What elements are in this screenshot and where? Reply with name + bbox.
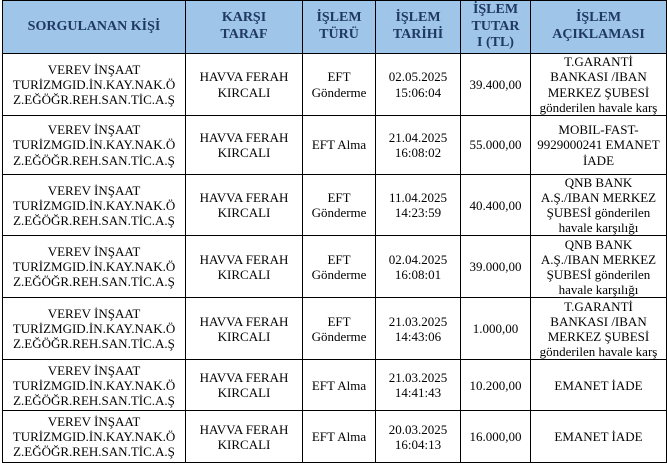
cell-islem-aciklamasi: QNB BANK A.Ş./IBAN MERKEZ ŞUBESİ gönderi… — [530, 235, 667, 299]
table-body: VEREV İNŞAAT TURİZMGID.İN.KAY.NAK.Ö Z.EĞ… — [2, 53, 667, 464]
cell-islem-tutari: 1.000,00 — [460, 297, 531, 361]
cell-islem-aciklamasi: T.GARANTİ BANKASI /IBAN MERKEZ ŞUBESİ gö… — [530, 297, 667, 361]
cell-islem-turu: EFT Gönderme — [302, 53, 376, 116]
cell-sorgulanan-kisi: VEREV İNŞAAT TURİZMGID.İN.KAY.NAK.Ö Z.EĞ… — [2, 359, 186, 412]
cell-islem-tutari: 16.000,00 — [460, 410, 531, 464]
header-islem-aciklamasi: İŞLEM AÇIKLAMASI — [530, 0, 667, 54]
cell-karsi-taraf: HAVVA FERAH KIRCALI — [185, 235, 303, 299]
cell-sorgulanan-kisi: VEREV İNŞAAT TURİZMGID.İN.KAY.NAK.Ö Z.EĞ… — [2, 53, 186, 116]
table-header: SORGULANAN KİŞİ KARŞI TARAF İŞLEM TÜRÜ İ… — [2, 0, 667, 54]
cell-islem-tarihi: 11.04.2025 14:23:59 — [375, 173, 461, 237]
cell-sorgulanan-kisi: VEREV İNŞAAT TURİZMGID.İN.KAY.NAK.Ö Z.EĞ… — [2, 297, 186, 361]
cell-islem-tutari: 55.000,00 — [460, 115, 531, 175]
table-row: VEREV İNŞAAT TURİZMGID.İN.KAY.NAK.Ö Z.EĞ… — [2, 115, 667, 175]
cell-islem-aciklamasi: MOBIL-FAST- 9929000241 EMANET İADE — [530, 115, 667, 175]
cell-islem-tarihi: 20.03.2025 16:04:13 — [375, 410, 461, 464]
cell-islem-aciklamasi: T.GARANTİ BANKASI /IBAN MERKEZ ŞUBESİ gö… — [530, 53, 667, 116]
cell-islem-tarihi: 02.05.2025 15:06:04 — [375, 53, 461, 116]
table-row: VEREV İNŞAAT TURİZMGID.İN.KAY.NAK.Ö Z.EĞ… — [2, 235, 667, 299]
header-sorgulanan-kisi: SORGULANAN KİŞİ — [2, 0, 186, 54]
table-row: VEREV İNŞAAT TURİZMGID.İN.KAY.NAK.Ö Z.EĞ… — [2, 297, 667, 361]
cell-islem-tarihi: 21.03.2025 14:41:43 — [375, 359, 461, 412]
cell-karsi-taraf: HAVVA FERAH KIRCALI — [185, 359, 303, 412]
header-islem-turu: İŞLEM TÜRÜ — [302, 0, 376, 54]
cell-sorgulanan-kisi: VEREV İNŞAAT TURİZMGID.İN.KAY.NAK.Ö Z.EĞ… — [2, 410, 186, 464]
header-islem-tarihi: İŞLEM TARİHİ — [375, 0, 461, 54]
cell-islem-tarihi: 02.04.2025 16:08:01 — [375, 235, 461, 299]
table-row: VEREV İNŞAAT TURİZMGID.İN.KAY.NAK.Ö Z.EĞ… — [2, 359, 667, 412]
header-row: SORGULANAN KİŞİ KARŞI TARAF İŞLEM TÜRÜ İ… — [2, 0, 667, 54]
cell-islem-turu: EFT Alma — [302, 359, 376, 412]
table-row: VEREV İNŞAAT TURİZMGID.İN.KAY.NAK.Ö Z.EĞ… — [2, 53, 667, 116]
cell-karsi-taraf: HAVVA FERAH KIRCALI — [185, 410, 303, 464]
cell-karsi-taraf: HAVVA FERAH KIRCALI — [185, 53, 303, 116]
cell-karsi-taraf: HAVVA FERAH KIRCALI — [185, 297, 303, 361]
cell-islem-tutari: 40.400,00 — [460, 173, 531, 237]
cell-sorgulanan-kisi: VEREV İNŞAAT TURİZMGID.İN.KAY.NAK.Ö Z.EĞ… — [2, 173, 186, 237]
cell-islem-aciklamasi: EMANET İADE — [530, 359, 667, 412]
cell-islem-tutari: 39.000,00 — [460, 235, 531, 299]
cell-islem-turu: EFT Alma — [302, 410, 376, 464]
cell-islem-tutari: 10.200,00 — [460, 359, 531, 412]
cell-karsi-taraf: HAVVA FERAH KIRCALI — [185, 115, 303, 175]
cell-islem-turu: EFT Gönderme — [302, 297, 376, 361]
cell-sorgulanan-kisi: VEREV İNŞAAT TURİZMGID.İN.KAY.NAK.Ö Z.EĞ… — [2, 235, 186, 299]
cell-islem-turu: EFT Gönderme — [302, 173, 376, 237]
table-row: VEREV İNŞAAT TURİZMGID.İN.KAY.NAK.Ö Z.EĞ… — [2, 410, 667, 464]
cell-islem-aciklamasi: EMANET İADE — [530, 410, 667, 464]
cell-islem-tarihi: 21.04.2025 16:08:02 — [375, 115, 461, 175]
cell-sorgulanan-kisi: VEREV İNŞAAT TURİZMGID.İN.KAY.NAK.Ö Z.EĞ… — [2, 115, 186, 175]
header-karsi-taraf: KARŞI TARAF — [185, 0, 303, 54]
cell-islem-tutari: 39.400,00 — [460, 53, 531, 116]
cell-islem-turu: EFT Gönderme — [302, 235, 376, 299]
cell-karsi-taraf: HAVVA FERAH KIRCALI — [185, 173, 303, 237]
cell-islem-turu: EFT Alma — [302, 115, 376, 175]
table-row: VEREV İNŞAAT TURİZMGID.İN.KAY.NAK.Ö Z.EĞ… — [2, 173, 667, 237]
cell-islem-aciklamasi: QNB BANK A.Ş./IBAN MERKEZ ŞUBESİ gönderi… — [530, 173, 667, 237]
header-islem-tutari: İŞLEM TUTAR I (TL) — [460, 0, 531, 54]
cell-islem-tarihi: 21.03.2025 14:43:06 — [375, 297, 461, 361]
